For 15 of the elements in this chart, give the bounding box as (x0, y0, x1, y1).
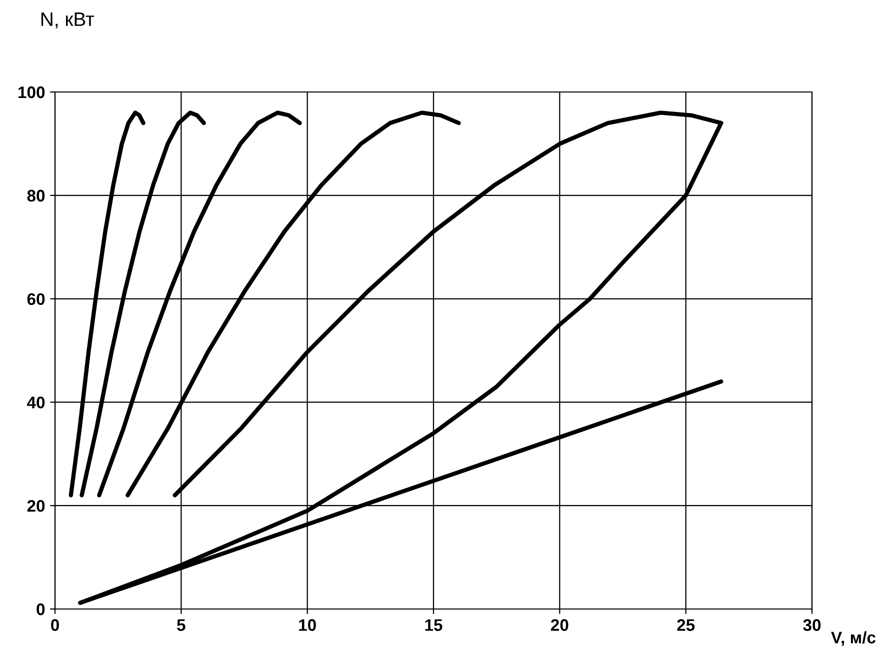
x-tick-label: 15 (425, 619, 442, 631)
x-tick-label: 0 (51, 619, 59, 631)
x-tick-label: 20 (550, 619, 568, 631)
y-tick-label: 20 (27, 500, 45, 512)
y-tick-label: 40 (26, 396, 45, 408)
x-axis-title: V, м/с (831, 631, 876, 646)
y-tick-label: 0 (36, 603, 45, 616)
x-tick-label: 10 (299, 619, 316, 631)
x-tick-label: 30 (803, 619, 821, 631)
y-tick-label: 60 (27, 293, 45, 306)
x-tick-label: 25 (677, 619, 695, 631)
y-axis-title: N, кВт (41, 12, 94, 28)
y-tick-label: 80 (27, 190, 45, 202)
y-tick-label: 100 (18, 86, 45, 98)
x-tick-label: 5 (177, 619, 186, 631)
